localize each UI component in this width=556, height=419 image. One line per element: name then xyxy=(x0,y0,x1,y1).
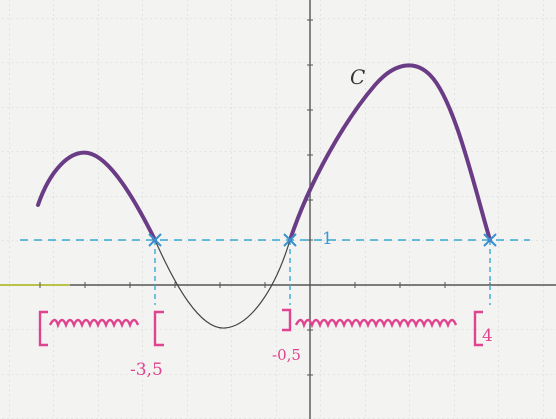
curve-lower xyxy=(154,239,291,329)
bound-label: -0,5 xyxy=(272,346,301,364)
curve-label: C xyxy=(350,65,365,89)
curve-upper-right xyxy=(288,63,492,242)
guides xyxy=(154,240,491,305)
line-label: 1 xyxy=(322,229,333,249)
bound-label: -3,5 xyxy=(130,360,163,380)
intersections xyxy=(148,233,497,247)
bound-label: 4 xyxy=(482,326,493,346)
axis-ticks xyxy=(39,19,491,376)
solution-intervals xyxy=(38,308,483,347)
curve-upper-left xyxy=(36,150,157,242)
